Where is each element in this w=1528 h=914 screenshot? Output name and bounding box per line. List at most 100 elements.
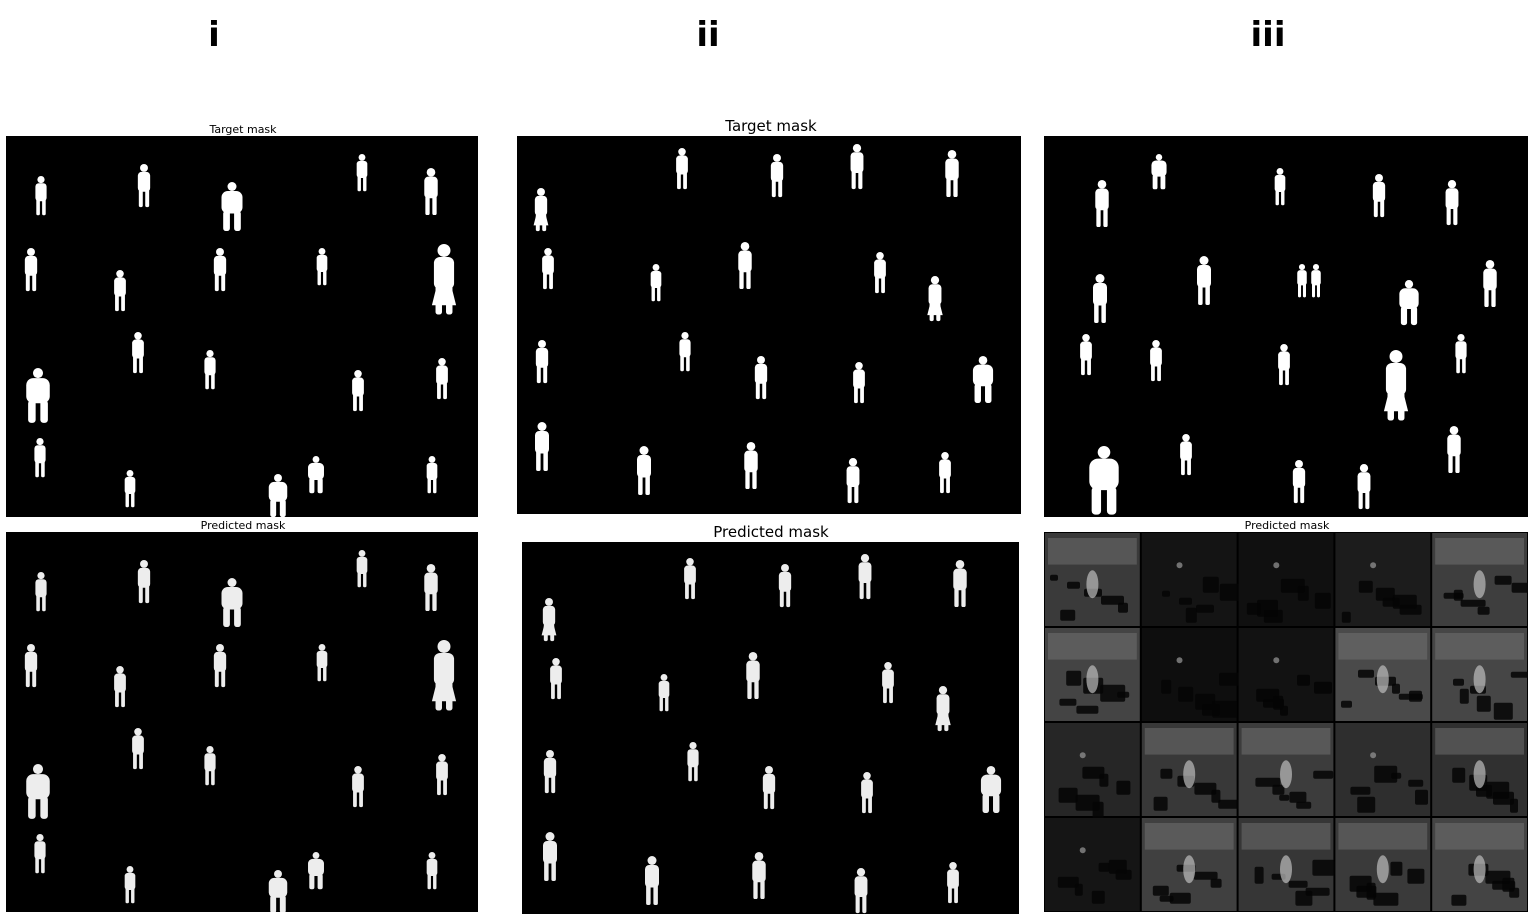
person-silhouette-icon — [356, 154, 368, 192]
panel-title-ii-target: Target mask — [725, 117, 817, 135]
person-silhouette-icon — [676, 148, 688, 190]
person-silhouette-icon — [953, 560, 967, 608]
person-silhouette-icon — [424, 168, 438, 216]
predicted-mask-panel-iii — [1044, 532, 1528, 912]
person-silhouette-icon — [1455, 334, 1467, 374]
person-silhouette-icon — [268, 870, 288, 912]
person-silhouette-icon — [535, 340, 549, 384]
person-silhouette-icon — [1151, 154, 1167, 190]
target-mask-panel-i — [6, 136, 478, 517]
panel-title-i-predicted: Predicted mask — [200, 519, 286, 532]
feature-map-tile — [1045, 818, 1140, 911]
person-silhouette-icon — [762, 766, 776, 810]
person-silhouette-icon — [221, 578, 243, 627]
person-silhouette-icon — [687, 742, 699, 782]
person-silhouette-icon — [1311, 264, 1321, 298]
person-silhouette-icon — [853, 362, 865, 404]
person-silhouette-icon — [1080, 334, 1092, 376]
person-silhouette-icon — [424, 564, 438, 612]
person-silhouette-icon — [24, 248, 38, 292]
feature-map-tile — [1141, 723, 1244, 816]
person-silhouette-icon — [679, 332, 691, 372]
person-silhouette-icon — [1357, 464, 1371, 510]
target-mask-panel-iii — [1044, 136, 1528, 517]
person-silhouette-icon — [431, 244, 457, 315]
person-silhouette-icon — [35, 572, 47, 612]
person-silhouette-icon — [850, 144, 864, 190]
person-silhouette-icon — [1483, 260, 1497, 308]
person-silhouette-icon — [746, 652, 760, 700]
person-silhouette-icon — [744, 442, 758, 490]
person-silhouette-icon — [352, 766, 364, 808]
predicted-mask-panel-ii — [522, 542, 1019, 914]
person-silhouette-icon — [1095, 180, 1109, 228]
person-silhouette-icon — [542, 248, 554, 290]
person-silhouette-icon — [754, 356, 768, 400]
target-mask-panel-ii — [517, 136, 1021, 514]
column-label-iii: iii — [1250, 15, 1286, 55]
feature-map-tile — [1141, 818, 1237, 911]
feature-map-tile — [1432, 628, 1528, 721]
person-silhouette-icon — [1197, 256, 1211, 305]
person-silhouette-icon — [1278, 344, 1290, 386]
person-silhouette-icon — [1445, 180, 1459, 226]
target-mask-image-iii — [1080, 154, 1497, 515]
column-label-ii: ii — [696, 15, 720, 55]
person-silhouette-icon — [308, 456, 324, 494]
target-mask-image-ii — [533, 144, 994, 504]
person-silhouette-icon — [114, 666, 126, 708]
person-silhouette-icon — [137, 164, 151, 208]
person-silhouette-icon — [436, 358, 448, 400]
person-silhouette-icon — [935, 686, 951, 732]
person-silhouette-icon — [535, 422, 549, 471]
person-silhouette-icon — [1297, 264, 1307, 298]
person-silhouette-icon — [752, 852, 766, 900]
person-silhouette-icon — [939, 452, 951, 494]
predicted-mask-grid-iii — [1045, 533, 1528, 911]
person-silhouette-icon — [24, 644, 38, 688]
predicted-mask-image-ii — [541, 554, 1002, 914]
person-silhouette-icon — [1093, 274, 1107, 323]
person-silhouette-icon — [645, 856, 659, 905]
feature-map-tile — [1238, 818, 1335, 911]
predicted-mask-panel-i — [6, 532, 478, 912]
feature-map-tile — [1238, 723, 1334, 816]
feature-map-tile — [1045, 628, 1140, 721]
person-silhouette-icon — [124, 866, 136, 904]
panel-title-iii-predicted: Predicted mask — [1244, 519, 1330, 532]
target-mask-image-i — [24, 154, 457, 517]
person-silhouette-icon — [543, 750, 557, 794]
person-silhouette-icon — [972, 356, 994, 404]
person-silhouette-icon — [124, 470, 136, 508]
person-silhouette-icon — [778, 564, 792, 608]
feature-map-tile — [1141, 628, 1242, 721]
person-silhouette-icon — [268, 474, 288, 517]
person-silhouette-icon — [1089, 446, 1119, 515]
person-silhouette-icon — [204, 746, 216, 786]
person-silhouette-icon — [1383, 350, 1409, 421]
person-silhouette-icon — [34, 834, 46, 874]
person-silhouette-icon — [316, 644, 328, 682]
person-silhouette-icon — [854, 868, 868, 914]
person-silhouette-icon — [550, 658, 562, 700]
person-silhouette-icon — [34, 438, 46, 478]
panel-title-ii-predicted: Predicted mask — [713, 523, 829, 541]
person-silhouette-icon — [132, 728, 144, 770]
feature-map-tile — [1335, 818, 1431, 911]
feature-map-tile — [1141, 533, 1241, 626]
person-silhouette-icon — [945, 150, 959, 198]
person-silhouette-icon — [637, 446, 651, 495]
feature-map-tile — [1045, 533, 1140, 626]
person-silhouette-icon — [770, 154, 784, 198]
feature-map-tile — [1432, 723, 1527, 816]
person-silhouette-icon — [431, 640, 457, 711]
person-silhouette-icon — [1180, 434, 1192, 476]
person-silhouette-icon — [658, 674, 670, 712]
person-silhouette-icon — [352, 370, 364, 412]
feature-map-tile — [1432, 533, 1528, 626]
person-silhouette-icon — [947, 862, 959, 904]
person-silhouette-icon — [26, 368, 50, 423]
person-silhouette-icon — [738, 242, 752, 290]
person-silhouette-icon — [426, 852, 438, 890]
feature-map-tile — [1238, 533, 1334, 626]
